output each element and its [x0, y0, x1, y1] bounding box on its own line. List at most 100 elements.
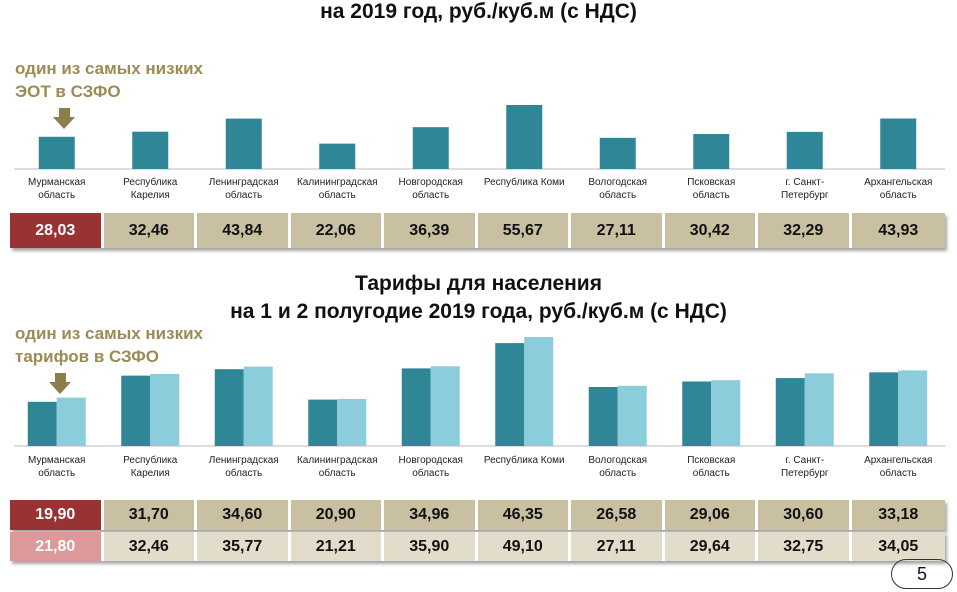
bar-h2	[337, 398, 367, 446]
value-cell: 34,05	[851, 532, 945, 561]
value-cell: 29,64	[664, 532, 758, 561]
category-label-line: область	[412, 190, 450, 201]
category-label: Республика Коми	[478, 176, 572, 189]
category-label-line: Псковская	[687, 177, 736, 188]
bar	[38, 136, 75, 169]
value-cell: 46,35	[477, 500, 571, 530]
category-label-line: Вологодская	[588, 455, 648, 466]
category-label-line: область	[879, 190, 917, 201]
category-label-line: г. Санкт-	[785, 455, 825, 466]
value-cell: 32,46	[103, 213, 197, 248]
bar-h2	[524, 337, 554, 446]
category-label-line: Новгородская	[398, 455, 463, 466]
category-label-line: Вологодская	[588, 177, 648, 188]
bar-h2	[150, 373, 180, 446]
category-label-line: область	[599, 190, 637, 201]
category-label-line: область	[692, 468, 730, 479]
bottom-value-row-h1: 19,90 31,70 34,60 20,90 34,96 46,35 26,58 29,06…	[10, 500, 945, 530]
category-label-line: область	[38, 190, 76, 201]
category-label-line: Республика Коми	[483, 177, 565, 188]
value-cell: 30,60	[758, 500, 852, 530]
bar	[786, 131, 823, 169]
category-label: Новгородская область	[384, 454, 478, 480]
category-label-line: Карелия	[130, 468, 170, 479]
category-label-line: Ленинградская	[208, 455, 279, 466]
category-label: Калининградская область	[291, 176, 385, 202]
category-label: Ленинградская область	[197, 176, 291, 202]
bar	[693, 134, 730, 169]
bar-h1	[401, 368, 431, 446]
bar-h2	[711, 380, 741, 446]
bottom-chart-title-line2: на 1 и 2 полугодие 2019 года, руб./куб.м…	[230, 300, 727, 323]
bar-h1	[121, 375, 151, 446]
category-label: г. Санкт- Петербург	[758, 454, 852, 480]
category-label: Ленинградская область	[197, 454, 291, 480]
bar	[412, 127, 449, 169]
value-cell: 19,90	[10, 500, 104, 530]
bar	[506, 105, 543, 169]
top-chart-title: на 2019 год, руб./куб.м (с НДС)	[320, 0, 637, 23]
bar	[225, 118, 262, 169]
bottom-chart-title-line1: Тарифы для населения	[355, 272, 602, 295]
category-label: Архангельская область	[852, 454, 946, 480]
bar	[319, 143, 356, 169]
category-label: Республика Карелия	[104, 176, 198, 202]
top-bar-chart	[14, 105, 945, 170]
category-label: Новгородская область	[384, 176, 478, 202]
bar-h1	[588, 386, 618, 446]
top-note: один из самых низких ЭОТ в СЗФО	[15, 57, 203, 103]
value-cell: 29,06	[664, 500, 758, 530]
value-cell: 32,75	[758, 532, 852, 561]
top-note-line1: один из самых низких	[15, 59, 203, 78]
bar-h1	[308, 399, 338, 446]
bar-h1	[27, 401, 57, 446]
category-label: Республика Коми	[478, 454, 572, 467]
category-label-line: Карелия	[130, 190, 170, 201]
bottom-note-line2: тарифов в СЗФО	[15, 347, 160, 366]
category-label-line: Петербург	[780, 468, 829, 479]
value-cell: 32,46	[103, 532, 197, 561]
value-cell: 27,11	[571, 532, 665, 561]
category-label: Архангельская область	[852, 176, 946, 202]
value-cell: 32,29	[758, 213, 852, 248]
value-cell: 30,42	[664, 213, 758, 248]
bar-h1	[682, 381, 712, 446]
page-number: 5	[891, 559, 953, 589]
value-cell: 36,39	[384, 213, 478, 248]
category-label-line: г. Санкт-	[785, 177, 825, 188]
value-cell: 22,06	[290, 213, 384, 248]
bar-h2	[898, 370, 928, 446]
category-label-line: область	[599, 468, 637, 479]
category-label-line: область	[412, 468, 450, 479]
category-label-line: Новгородская	[398, 177, 463, 188]
value-cell: 28,03	[10, 213, 104, 248]
category-label-line: область	[692, 190, 730, 201]
category-label-line: Калининградская	[296, 455, 378, 466]
bar	[880, 118, 917, 169]
bar-h2	[617, 385, 647, 446]
bottom-bar-chart	[14, 337, 945, 447]
category-label: Мурманская область	[10, 176, 104, 202]
value-cell: 49,10	[477, 532, 571, 561]
category-label-line: Архангельская	[864, 455, 933, 466]
category-label-line: Мурманская	[28, 455, 86, 466]
category-label: Псковская область	[665, 176, 759, 202]
bar-h1	[775, 378, 805, 446]
bar-h2	[430, 366, 460, 446]
category-label: Мурманская область	[10, 454, 104, 480]
bottom-chart-title: Тарифы для населения на 1 и 2 полугодие …	[0, 270, 957, 326]
value-cell: 27,11	[571, 213, 665, 248]
top-note-line2: ЭОТ в СЗФО	[15, 82, 121, 101]
category-label-line: область	[318, 468, 356, 479]
value-cell: 26,58	[571, 500, 665, 530]
bar	[599, 137, 636, 169]
category-label-line: Мурманская	[28, 177, 86, 188]
category-label: Псковская область	[665, 454, 759, 480]
value-cell: 43,93	[851, 213, 945, 248]
bar	[132, 131, 169, 169]
value-cell: 20,90	[290, 500, 384, 530]
bar-h2	[243, 366, 273, 446]
value-cell: 43,84	[197, 213, 291, 248]
bar-h1	[495, 343, 525, 446]
top-value-row: 28,03 32,46 43,84 22,06 36,39 55,67 27,11 30,42…	[10, 213, 945, 248]
